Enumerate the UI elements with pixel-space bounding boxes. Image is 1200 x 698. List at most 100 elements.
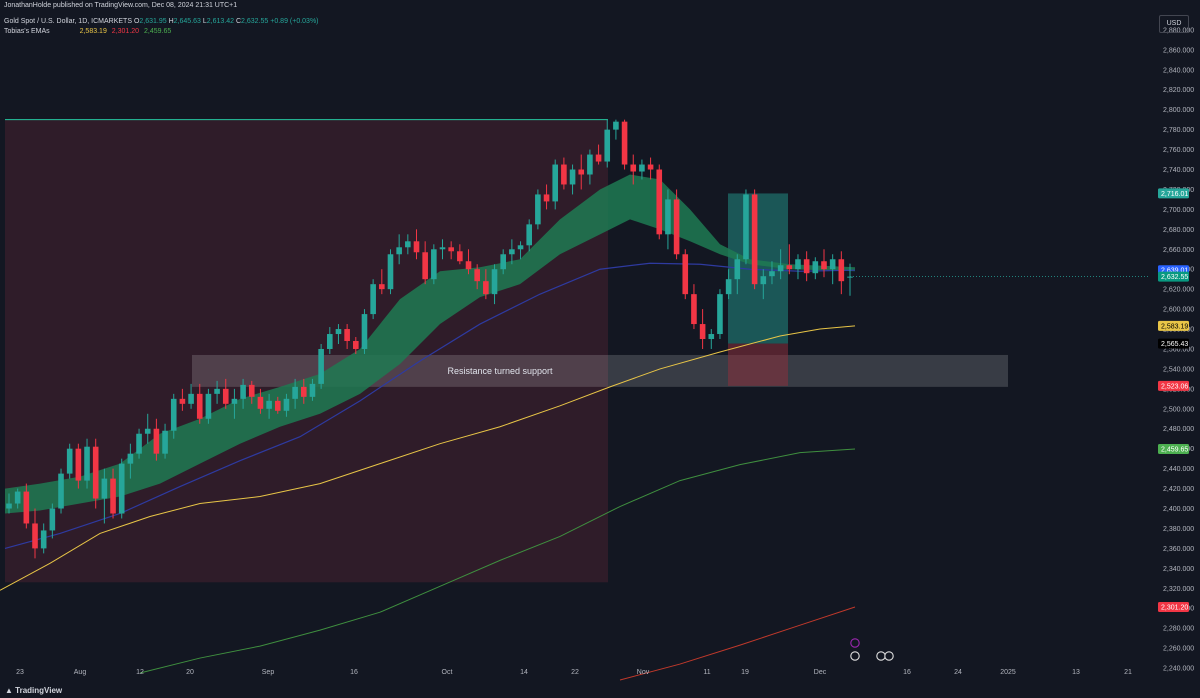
x-tick-label: Nov (637, 669, 650, 676)
candle-body (760, 276, 767, 285)
candle-body (439, 247, 446, 250)
candle-body (769, 271, 775, 277)
y-tick-label: 2,380.000 (1163, 526, 1194, 533)
y-tick-label: 2,660.000 (1163, 247, 1194, 254)
y-tick-label: 2,440.000 (1163, 466, 1194, 473)
y-tick-label: 2,360.000 (1163, 546, 1194, 553)
candle-body (691, 294, 697, 325)
candle-body (179, 398, 186, 404)
candle-body (595, 154, 602, 162)
price-label-text: 2,459.65 (1161, 447, 1188, 454)
candle-body (300, 386, 307, 397)
candle-body (370, 284, 376, 315)
symbol-legend[interactable]: Gold Spot / U.S. Dollar, 1D, ICMARKETS O… (4, 18, 319, 25)
candle-body (153, 428, 160, 454)
candle-body (682, 254, 689, 295)
candle-body (344, 329, 350, 342)
candle-body (795, 259, 801, 270)
y-tick-label: 2,400.000 (1163, 506, 1194, 513)
y-tick-label: 2,260.000 (1163, 646, 1194, 653)
candle-body (118, 463, 125, 514)
price-label-box (1158, 188, 1189, 199)
price-label-text: 2,716.01 (1161, 191, 1188, 198)
candle-body (214, 388, 220, 394)
candle-body (196, 393, 203, 419)
ema-green-line (139, 448, 856, 674)
indicator-name: Tobias's EMAs (4, 28, 50, 35)
ema-yellow-line (0, 325, 856, 591)
candle-body (751, 194, 758, 285)
candle-body (136, 433, 142, 454)
candle-body (266, 400, 272, 409)
candle-body (318, 348, 324, 384)
x-tick-label: 24 (954, 669, 962, 676)
x-tick-label: 21 (1124, 669, 1132, 676)
ohlc-low: 2,613.42 (206, 18, 235, 25)
tradingview-logo-icon: ▲ (5, 686, 13, 695)
indicator-value-yellow: 2,583.19 (79, 28, 107, 35)
candle-body (717, 294, 723, 335)
candle-body (387, 254, 394, 290)
candle-body (517, 245, 524, 250)
candle-body (777, 265, 784, 272)
y-tick-label: 2,320.000 (1163, 586, 1194, 593)
y-tick-label: 2,500.000 (1163, 406, 1194, 413)
candle-body (491, 269, 498, 295)
indicator-legend[interactable]: Tobias's EMAs 2,583.19 2,301.20 2,459.65 (4, 28, 174, 35)
candle-body (144, 428, 151, 434)
candle-body (361, 314, 368, 349)
price-label-box (1158, 338, 1189, 349)
x-tick-label: 22 (571, 669, 579, 676)
y-tick-label: 2,540.000 (1163, 366, 1194, 373)
candle-body (92, 446, 99, 499)
candle-body (66, 448, 73, 474)
ohlc-l-label: L (202, 18, 207, 25)
candle-body (630, 164, 637, 172)
candle-body (743, 194, 749, 260)
candle-body (786, 265, 793, 270)
candle-body (448, 247, 454, 252)
indicator-value-red: 2,301.20 (111, 28, 140, 35)
x-tick-label: 13 (1072, 669, 1080, 676)
candle-body (49, 508, 56, 531)
candle-body (699, 324, 706, 340)
candle-body (535, 194, 541, 225)
currency-button[interactable]: USD (1159, 15, 1189, 33)
ohlc-c-label: C (235, 18, 242, 25)
price-label-text: 2,632.55 (1161, 274, 1188, 281)
candle-body (457, 251, 463, 262)
price-label-box (1158, 320, 1189, 331)
candle-body (248, 384, 255, 397)
candle-body (543, 194, 550, 202)
candle-body (821, 261, 827, 270)
price-label-text: 2,301.20 (1161, 605, 1188, 612)
candle-body (431, 249, 437, 280)
candle-body (14, 491, 21, 504)
event-icon (850, 638, 860, 648)
candle-body (405, 241, 411, 248)
candle-body (335, 329, 342, 335)
ema-blue-line (4, 262, 856, 549)
candle-body (552, 164, 559, 202)
y-tick-label: 2,860.000 (1163, 47, 1194, 54)
price-label-text: 2,565.43 (1161, 341, 1188, 348)
y-tick-label: 2,280.000 (1163, 626, 1194, 633)
y-tick-label: 2,340.000 (1163, 566, 1194, 573)
price-label-box (1158, 380, 1189, 391)
candle-body (396, 247, 402, 255)
candle-body (647, 164, 654, 170)
candle-body (578, 169, 585, 175)
candle-body (6, 503, 12, 509)
candle-body (101, 478, 108, 499)
candle-body (353, 341, 359, 349)
event-icon (876, 651, 886, 661)
y-tick-label: 2,740.000 (1163, 167, 1194, 174)
y-tick-label: 2,680.000 (1163, 227, 1194, 234)
candle-body (75, 448, 82, 481)
ohlc-h-label: H (168, 18, 174, 25)
y-tick-label: 2,800.000 (1163, 107, 1194, 114)
y-tick-label: 2,760.000 (1163, 147, 1194, 154)
x-tick-label: Sep (262, 669, 275, 676)
price-label-text: 2,583.19 (1161, 323, 1188, 330)
